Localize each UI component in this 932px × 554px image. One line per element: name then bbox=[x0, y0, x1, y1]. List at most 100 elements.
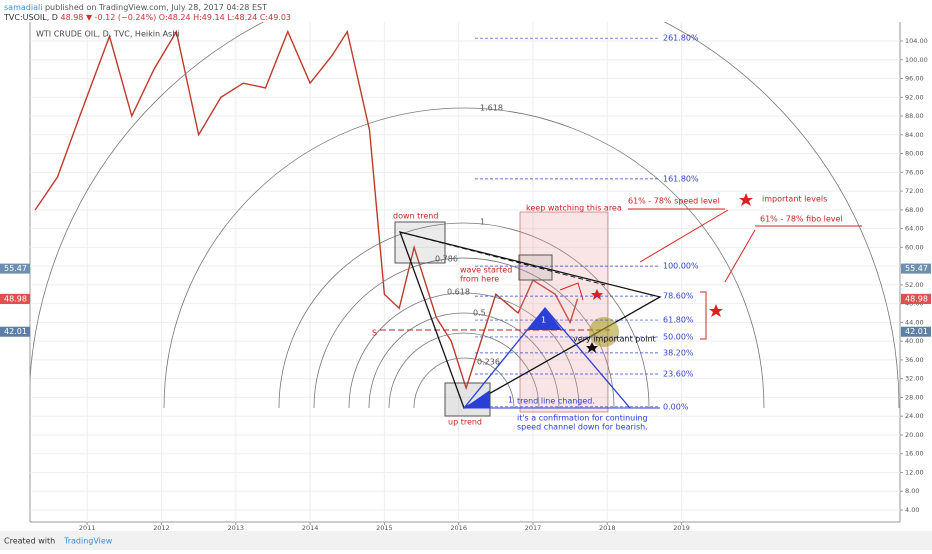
brand: TradingView bbox=[63, 537, 113, 546]
box bbox=[519, 211, 609, 413]
fib-label: 261.80% bbox=[663, 34, 699, 43]
annotation: it's a confirmation for continuing bbox=[517, 414, 648, 423]
labels: 4.00 8.00 12.00 16.00 20.00 24.00 28.00 32.00 36… bbox=[0, 34, 931, 532]
x-tick-label: 2014 bbox=[302, 524, 319, 532]
arc bbox=[348, 292, 580, 409]
price-line bbox=[34, 29, 579, 391]
arrow bbox=[639, 209, 729, 263]
y-tick-label: 16.00 bbox=[905, 450, 924, 458]
marker bbox=[528, 308, 562, 330]
annotation: keep watching this area bbox=[526, 204, 622, 213]
y-tick-label: 68.00 bbox=[905, 206, 924, 214]
triangle bbox=[398, 231, 662, 409]
y-tick-label: 28.00 bbox=[905, 393, 924, 401]
annotation: up trend bbox=[448, 418, 482, 427]
annotation: 1 bbox=[480, 218, 485, 227]
price-tag-label: 42.01 bbox=[4, 327, 27, 336]
x-tick-label: 2015 bbox=[376, 524, 393, 532]
annotation: speed channel down for bearish. bbox=[517, 423, 648, 432]
fib-arcs bbox=[30, 22, 900, 409]
annotation: trend line changed. bbox=[517, 397, 595, 406]
price-tag-label: 55.47 bbox=[4, 264, 27, 273]
drawings bbox=[380, 193, 862, 417]
y-tick-label: 52.00 bbox=[905, 281, 924, 289]
annotation: from here bbox=[460, 275, 499, 284]
fib-label: 50.00% bbox=[663, 332, 694, 341]
x-tick-label: 2018 bbox=[599, 524, 616, 532]
annotation: 1 bbox=[541, 316, 546, 325]
arrow bbox=[559, 282, 584, 301]
x-tick-label: 2016 bbox=[450, 524, 467, 532]
change: ▼ -0.12 (−0.24%) bbox=[86, 13, 156, 22]
y-tick-label: 24.00 bbox=[905, 412, 924, 420]
x-tick-label: 2013 bbox=[228, 524, 245, 532]
annotation: 61% - 78% fibo level bbox=[760, 215, 843, 224]
fib-label: 61.80% bbox=[663, 316, 694, 325]
price-tag-label: 48.98 bbox=[905, 295, 928, 304]
x-tick-label: 2011 bbox=[79, 524, 96, 532]
annotation: 1.618 bbox=[480, 104, 503, 113]
y-tick-label: 96.00 bbox=[905, 75, 924, 83]
arc bbox=[368, 312, 560, 409]
arrow bbox=[724, 229, 756, 283]
y-tick-label: 20.00 bbox=[905, 431, 924, 439]
y-tick-label: 8.00 bbox=[905, 487, 919, 495]
y-tick-label: 92.00 bbox=[905, 93, 924, 101]
price-tag bbox=[901, 294, 931, 305]
y-tick-label: 100.00 bbox=[905, 56, 928, 64]
fib-label: 100.00% bbox=[663, 262, 699, 271]
price-tag-label: 48.98 bbox=[4, 295, 27, 304]
arc bbox=[388, 332, 540, 409]
y-tick-label: 60.00 bbox=[905, 243, 924, 251]
annotation: wave started bbox=[460, 266, 512, 275]
star bbox=[709, 304, 723, 317]
price-tag-label: 42.01 bbox=[905, 327, 928, 336]
x-tick-label: 2012 bbox=[153, 524, 170, 532]
price-tag bbox=[901, 326, 931, 337]
created: Created with bbox=[4, 537, 55, 546]
fib-label: 38.20% bbox=[663, 348, 694, 357]
y-tick-label: 4.00 bbox=[905, 506, 919, 514]
annotation: 1 bbox=[508, 396, 513, 405]
author: samadiali bbox=[4, 3, 42, 12]
price-tag bbox=[0, 294, 30, 305]
arc bbox=[163, 107, 765, 409]
price-tag bbox=[901, 263, 931, 274]
annotation: 0.236 bbox=[477, 358, 500, 367]
star bbox=[739, 193, 753, 206]
trend-line bbox=[399, 231, 606, 286]
x-tick-label: 2017 bbox=[525, 524, 542, 532]
symbol-line: TVC:USOIL, D 48.98 ▼ -0.12 (−0.24%) O:48… bbox=[3, 13, 291, 22]
annotation: very important point bbox=[573, 335, 656, 344]
y-tick-label: 72.00 bbox=[905, 187, 924, 195]
y-tick-label: 64.00 bbox=[905, 225, 924, 233]
legend: WTI CRUDE OIL, D, TVC, Heikin Ashi bbox=[36, 30, 180, 39]
star bbox=[586, 342, 598, 353]
annotation: S bbox=[372, 329, 377, 338]
arc bbox=[30, 22, 900, 409]
last: 48.98 bbox=[60, 13, 83, 22]
grid bbox=[30, 22, 903, 525]
fib-label: 161.80% bbox=[663, 174, 699, 183]
price-tag bbox=[0, 263, 30, 274]
header: samadiali published on TradingView.com, … bbox=[4, 3, 267, 12]
fib-label: 78.60% bbox=[663, 292, 694, 301]
y-tick-label: 36.00 bbox=[905, 356, 924, 364]
y-tick-label: 88.00 bbox=[905, 112, 924, 120]
x-tick-label: 2019 bbox=[673, 524, 690, 532]
brace bbox=[700, 291, 707, 340]
ohlc: O:48.24 H:49.14 L:48.24 C:49.03 bbox=[159, 13, 291, 22]
y-tick-label: 12.00 bbox=[905, 468, 924, 476]
price-layer bbox=[34, 29, 579, 391]
y-tick-label: 84.00 bbox=[905, 131, 924, 139]
arc bbox=[413, 357, 515, 409]
published: published on TradingView.com, July 28, 2… bbox=[45, 3, 267, 12]
annotation: down trend bbox=[393, 212, 438, 221]
star bbox=[591, 289, 603, 300]
y-tick-label: 76.00 bbox=[905, 168, 924, 176]
fib-label: 0.00% bbox=[663, 402, 689, 411]
y-tick-label: 104.00 bbox=[905, 37, 928, 45]
